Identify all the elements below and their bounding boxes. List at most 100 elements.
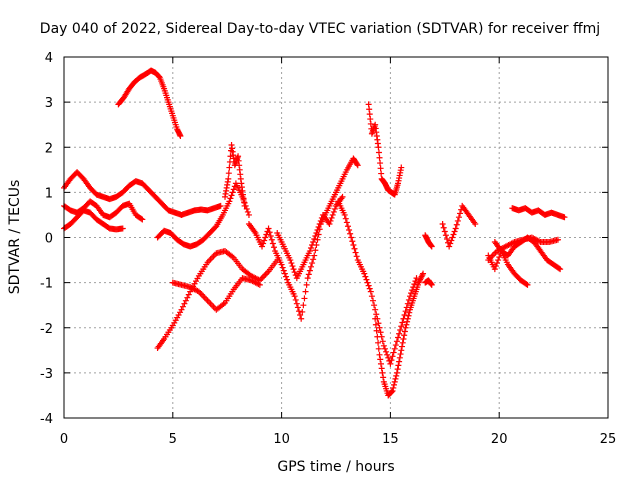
data-point xyxy=(380,374,387,381)
data-point xyxy=(378,170,385,177)
x-tick-label: 10 xyxy=(273,432,290,447)
data-point xyxy=(380,342,387,349)
data-point xyxy=(391,381,398,388)
y-tick-labels: -4 -3 -2 -1 0 1 2 3 4 xyxy=(40,51,53,427)
data-point xyxy=(342,215,349,222)
data-point xyxy=(495,257,502,264)
x-tick-labels: 0 5 10 15 20 25 xyxy=(60,432,616,447)
data-point xyxy=(344,223,351,230)
data-point xyxy=(309,242,316,249)
data-point xyxy=(279,264,286,271)
data-point xyxy=(399,319,406,326)
data-point xyxy=(311,252,318,259)
data-point xyxy=(227,153,234,160)
data-point xyxy=(375,339,382,346)
data-point xyxy=(302,288,309,295)
data-point xyxy=(405,312,412,319)
data-point xyxy=(524,281,531,288)
data-point xyxy=(367,288,374,295)
series-arc-n xyxy=(422,277,435,288)
data-point xyxy=(397,327,404,334)
data-point xyxy=(393,372,400,379)
data-point xyxy=(182,297,189,304)
data-point xyxy=(376,154,383,161)
data-point xyxy=(491,266,498,273)
data-point xyxy=(401,328,408,335)
data-point xyxy=(330,208,337,215)
data-point xyxy=(284,276,291,283)
data-point xyxy=(229,189,236,196)
data-point xyxy=(225,170,232,177)
data-point xyxy=(217,202,224,209)
data-point xyxy=(390,384,397,391)
series-arc-c xyxy=(61,198,146,223)
data-point xyxy=(212,224,219,231)
series-arc-g xyxy=(154,180,252,250)
y-tick-label: 2 xyxy=(45,141,53,156)
data-point xyxy=(350,242,357,249)
data-point xyxy=(378,365,385,372)
data-point xyxy=(305,271,312,278)
series-arc-h xyxy=(222,141,248,209)
data-point xyxy=(561,214,568,221)
data-point xyxy=(280,267,287,274)
series-arc-d xyxy=(115,67,184,139)
data-point xyxy=(496,254,503,261)
data-point xyxy=(472,220,479,227)
data-point xyxy=(226,198,233,205)
data-point xyxy=(226,164,233,171)
data-point xyxy=(369,297,376,304)
data-point xyxy=(372,306,379,313)
data-point xyxy=(316,220,323,227)
data-point xyxy=(395,362,402,369)
data-point xyxy=(428,281,435,288)
data-point xyxy=(557,266,564,273)
data-point xyxy=(306,248,313,255)
data-point xyxy=(442,232,449,239)
data-point xyxy=(327,217,334,224)
series-arc-l xyxy=(372,270,427,399)
data-point xyxy=(262,234,269,241)
data-point xyxy=(384,351,391,358)
data-point xyxy=(397,351,404,358)
data-point xyxy=(267,232,274,239)
data-point xyxy=(185,291,192,298)
data-point xyxy=(388,357,395,364)
data-point xyxy=(177,132,184,139)
data-point xyxy=(390,349,397,356)
data-point xyxy=(354,162,361,169)
data-point xyxy=(228,192,235,199)
data-point xyxy=(282,273,289,280)
data-point xyxy=(375,345,382,352)
series-arc-o xyxy=(422,232,435,250)
data-point xyxy=(317,217,324,224)
data-point xyxy=(398,347,405,354)
data-point xyxy=(398,164,405,171)
data-point xyxy=(290,266,297,273)
data-point xyxy=(287,257,294,264)
data-point xyxy=(311,236,318,243)
data-point xyxy=(294,304,301,311)
data-point xyxy=(393,369,400,376)
y-tick-label: 3 xyxy=(45,96,53,111)
data-point xyxy=(404,318,411,325)
data-point xyxy=(139,216,146,223)
data-point xyxy=(396,354,403,361)
data-point xyxy=(523,281,530,288)
data-point xyxy=(457,210,464,217)
data-point xyxy=(288,260,295,267)
data-point xyxy=(244,208,251,215)
data-point xyxy=(453,221,460,228)
data-point xyxy=(310,239,317,246)
data-point xyxy=(364,279,371,286)
data-point xyxy=(373,327,380,334)
series-arc-e xyxy=(154,248,281,352)
y-tick-label: -4 xyxy=(40,412,53,427)
data-point xyxy=(181,300,188,307)
data-point xyxy=(371,302,378,309)
data-point xyxy=(278,261,285,268)
data-point xyxy=(266,229,273,236)
data-point xyxy=(377,165,384,172)
data-point xyxy=(348,234,355,241)
